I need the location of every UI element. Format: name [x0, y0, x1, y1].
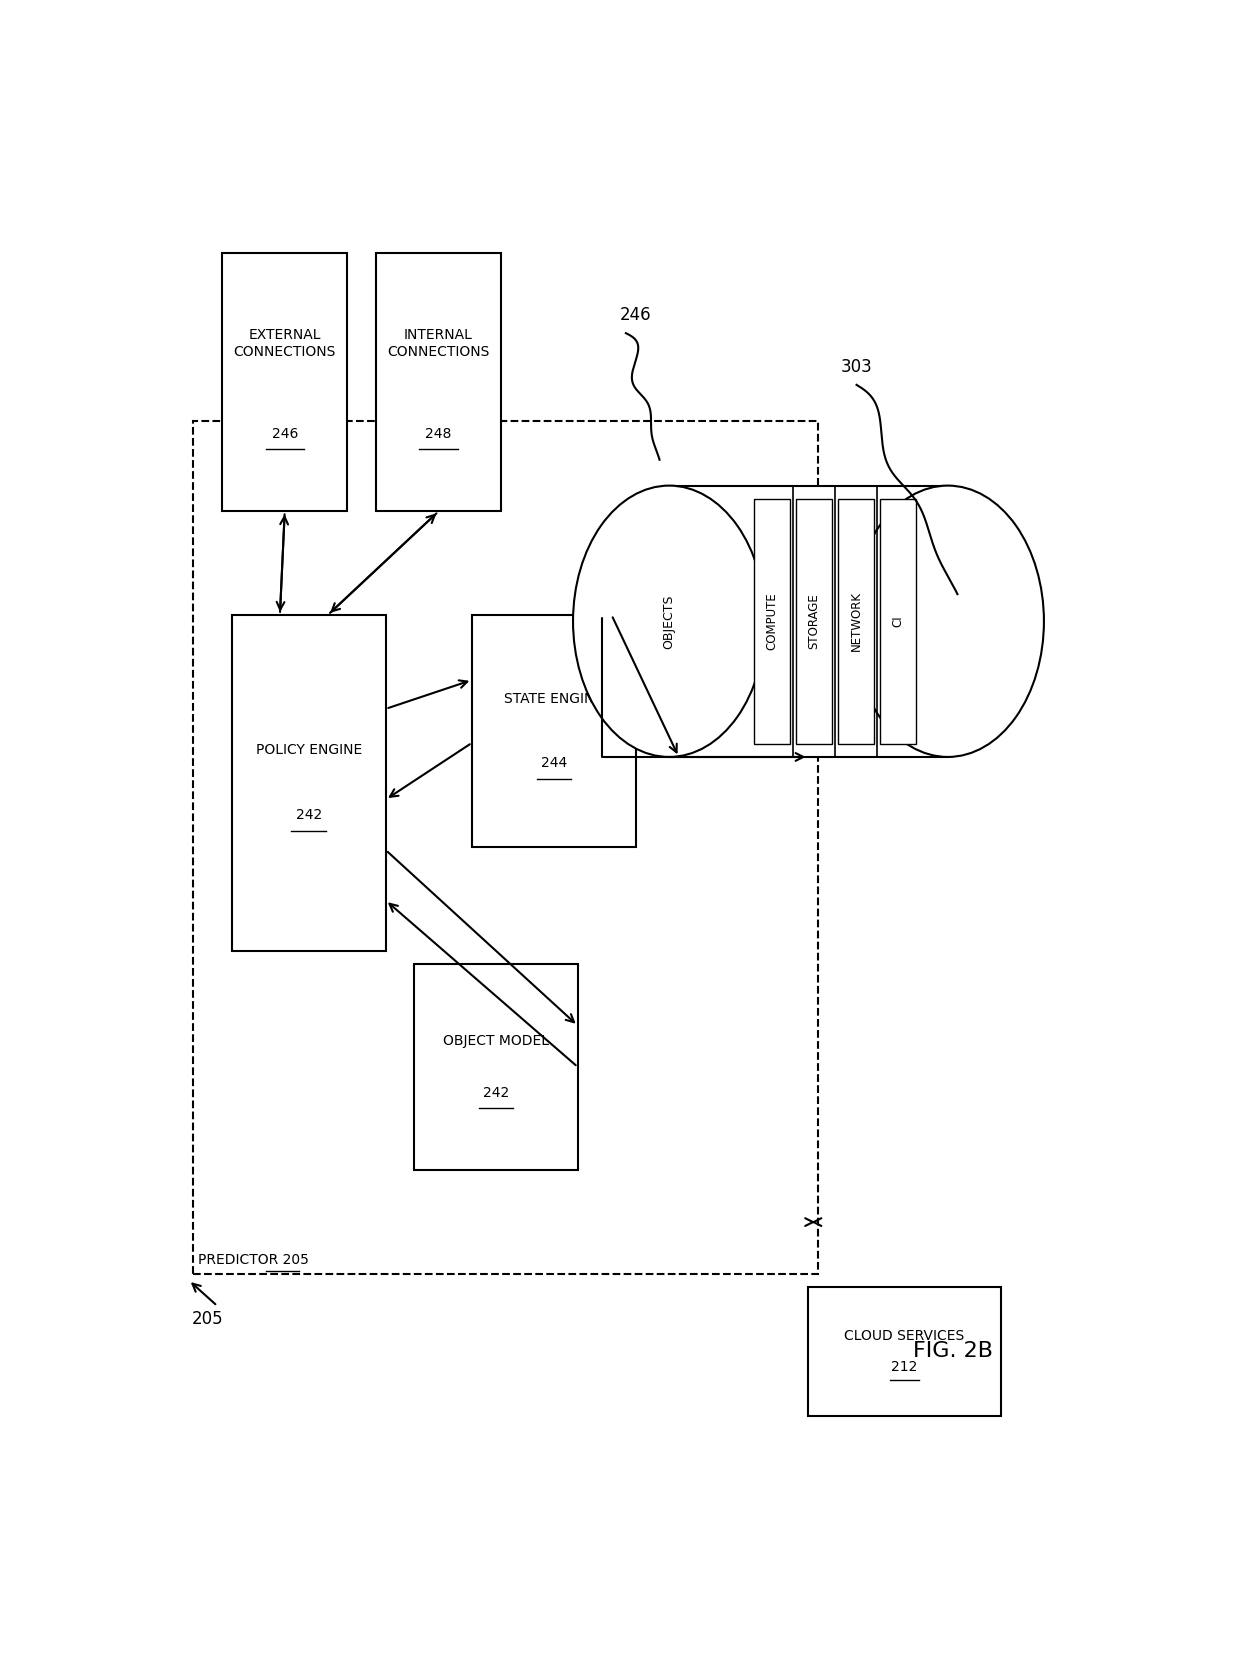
Bar — [222, 253, 347, 512]
Ellipse shape — [852, 485, 1044, 757]
Text: OBJECTS: OBJECTS — [662, 594, 676, 648]
Bar — [838, 498, 874, 743]
Bar — [880, 498, 916, 743]
Text: STORAGE: STORAGE — [807, 594, 821, 649]
Text: CLOUD SERVICES: CLOUD SERVICES — [844, 1329, 965, 1342]
Bar — [670, 485, 947, 757]
Bar — [796, 498, 832, 743]
Text: 205: 205 — [192, 1311, 223, 1327]
Text: 303: 303 — [841, 357, 873, 376]
Bar — [376, 253, 501, 512]
Text: INTERNAL
CONNECTIONS: INTERNAL CONNECTIONS — [387, 329, 490, 359]
Text: OBJECT MODEL: OBJECT MODEL — [443, 1034, 549, 1049]
Text: STATE ENGINE: STATE ENGINE — [505, 691, 604, 706]
Text: 242: 242 — [295, 809, 322, 822]
Bar — [472, 614, 635, 847]
Text: NETWORK: NETWORK — [849, 591, 863, 651]
Bar — [232, 614, 386, 951]
Text: 246: 246 — [272, 426, 298, 441]
Text: FIG. 2B: FIG. 2B — [913, 1341, 993, 1361]
Bar — [193, 421, 818, 1274]
Text: COMPUTE: COMPUTE — [765, 592, 779, 649]
Text: EXTERNAL
CONNECTIONS: EXTERNAL CONNECTIONS — [233, 329, 336, 359]
Text: CI: CI — [892, 616, 904, 628]
Ellipse shape — [573, 485, 765, 757]
Text: 244: 244 — [541, 757, 567, 770]
Bar — [414, 963, 578, 1171]
Bar — [754, 498, 790, 743]
Text: 248: 248 — [425, 426, 451, 441]
Text: 242: 242 — [484, 1086, 510, 1099]
Bar — [808, 1287, 1001, 1416]
Text: POLICY ENGINE: POLICY ENGINE — [255, 743, 362, 757]
Text: 246: 246 — [620, 305, 651, 324]
Text: PREDICTOR 205: PREDICTOR 205 — [198, 1253, 309, 1267]
Text: 212: 212 — [892, 1359, 918, 1374]
